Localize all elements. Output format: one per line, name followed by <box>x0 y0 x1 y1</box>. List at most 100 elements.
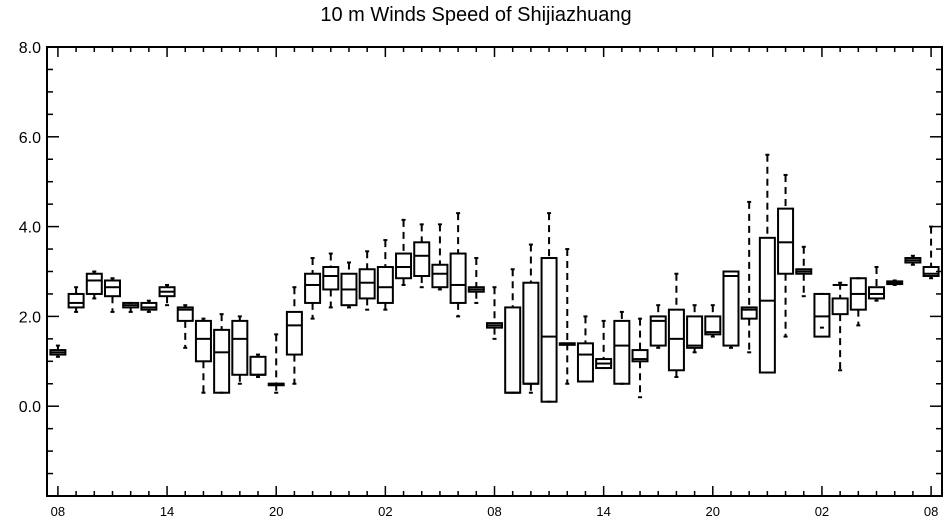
box-item <box>140 299 158 313</box>
box-item <box>158 283 176 307</box>
box-item <box>176 304 194 349</box>
box-item <box>740 200 758 354</box>
box-item <box>813 292 831 338</box>
box-item <box>667 272 685 379</box>
box-item <box>849 277 867 327</box>
box-body <box>249 355 267 376</box>
box-item <box>613 310 631 385</box>
x-tick-label: 02 <box>378 504 392 519</box>
box-item <box>922 225 940 280</box>
y-axis: 8.0 6.0 4.0 2.0 0.0 <box>19 40 942 497</box>
chart-title: 10 m Winds Speed of Shijiazhuang <box>320 4 632 26</box>
box-item <box>631 317 649 399</box>
y-tick-label: 0.0 <box>19 399 41 416</box>
box-body <box>504 306 522 394</box>
box-item <box>358 250 376 311</box>
box-body <box>813 292 831 338</box>
box-item <box>686 304 704 354</box>
box-item <box>886 279 904 286</box>
box-body <box>613 319 631 385</box>
box-body <box>140 301 158 311</box>
box-item <box>431 223 449 291</box>
box-item <box>722 270 740 349</box>
box-series <box>49 153 940 403</box>
box-body <box>376 266 394 304</box>
box-body <box>522 281 540 385</box>
box-item <box>558 248 576 385</box>
box-body <box>704 315 722 336</box>
box-item <box>649 304 667 349</box>
box-item <box>576 315 594 383</box>
box-body <box>194 319 212 363</box>
box-item <box>267 333 285 394</box>
box-item <box>831 281 849 372</box>
box-item <box>868 266 886 302</box>
box-item <box>486 286 503 340</box>
box-body <box>576 342 594 383</box>
box-item <box>340 261 358 309</box>
x-tick-label: 20 <box>269 504 283 519</box>
box-body <box>449 252 467 304</box>
box-body <box>103 279 121 298</box>
box-item <box>103 277 121 313</box>
y-tick-label: 8.0 <box>19 40 41 57</box>
x-axis: 08 14 20 02 08 14 20 02 08 <box>51 47 938 519</box>
box-item <box>49 344 67 358</box>
box-body <box>686 315 704 349</box>
box-body <box>777 207 795 275</box>
box-body <box>231 319 249 376</box>
box-body <box>213 328 231 394</box>
box-body <box>540 257 558 403</box>
box-body <box>358 268 376 300</box>
box-item <box>285 286 303 385</box>
y-tick-label: 2.0 <box>19 309 41 326</box>
box-item <box>122 301 140 313</box>
x-tick-label: 08 <box>487 504 501 519</box>
box-item <box>395 218 413 286</box>
box-item <box>213 313 231 394</box>
box-body <box>722 270 740 347</box>
y-tick-label: 4.0 <box>19 220 41 237</box>
box-body <box>322 266 340 291</box>
box-body <box>395 252 413 280</box>
box-item <box>467 257 485 304</box>
box-item <box>595 319 613 370</box>
box-body <box>831 297 849 316</box>
box-item <box>795 245 813 298</box>
box-item <box>413 223 431 289</box>
box-body <box>431 263 449 289</box>
box-body <box>758 236 776 374</box>
x-tick-label: 20 <box>706 504 720 519</box>
box-item <box>376 239 394 311</box>
box-item <box>249 353 267 379</box>
box-item <box>449 212 467 318</box>
box-body <box>649 315 667 347</box>
x-tick-label: 02 <box>815 504 829 519</box>
box-body <box>413 241 431 277</box>
y-tick-label: 6.0 <box>19 130 41 147</box>
box-item <box>304 257 322 320</box>
box-body <box>304 272 322 304</box>
x-tick-label: 14 <box>596 504 610 519</box>
box-item <box>504 268 522 394</box>
box-item <box>758 153 776 374</box>
box-item <box>540 212 558 403</box>
box-body <box>667 308 685 372</box>
box-item <box>194 317 212 394</box>
box-item <box>904 254 922 266</box>
x-tick-label: 08 <box>51 504 65 519</box>
box-item <box>777 173 795 338</box>
box-body <box>740 306 758 320</box>
box-body <box>67 292 85 309</box>
box-item <box>704 304 722 338</box>
box-item <box>67 286 85 313</box>
box-body <box>285 310 303 356</box>
box-body <box>176 306 194 322</box>
box-item <box>322 252 340 309</box>
box-body <box>631 349 649 363</box>
box-body <box>922 266 940 277</box>
box-body <box>85 272 103 295</box>
x-tick-label: 14 <box>160 504 174 519</box>
box-body <box>868 286 886 300</box>
